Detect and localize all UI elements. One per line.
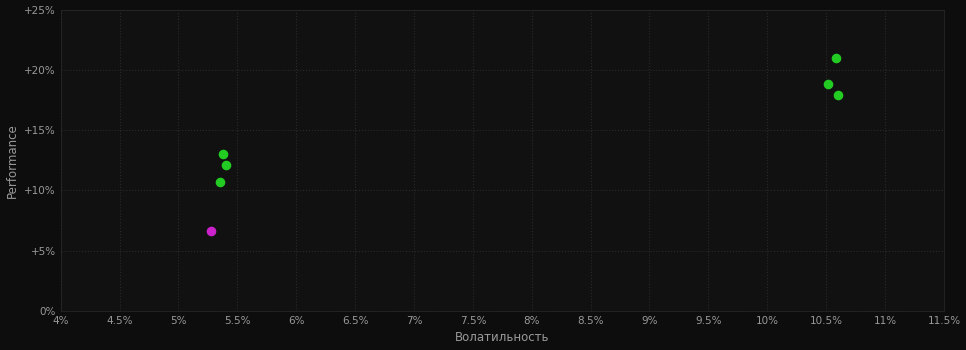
Point <box>830 92 845 98</box>
X-axis label: Волатильность: Волатильность <box>455 331 550 344</box>
Point <box>212 179 227 185</box>
Y-axis label: Performance: Performance <box>6 123 18 198</box>
Point <box>218 162 234 168</box>
Point <box>828 55 843 61</box>
Point <box>215 152 231 157</box>
Point <box>821 82 837 87</box>
Point <box>204 229 219 234</box>
